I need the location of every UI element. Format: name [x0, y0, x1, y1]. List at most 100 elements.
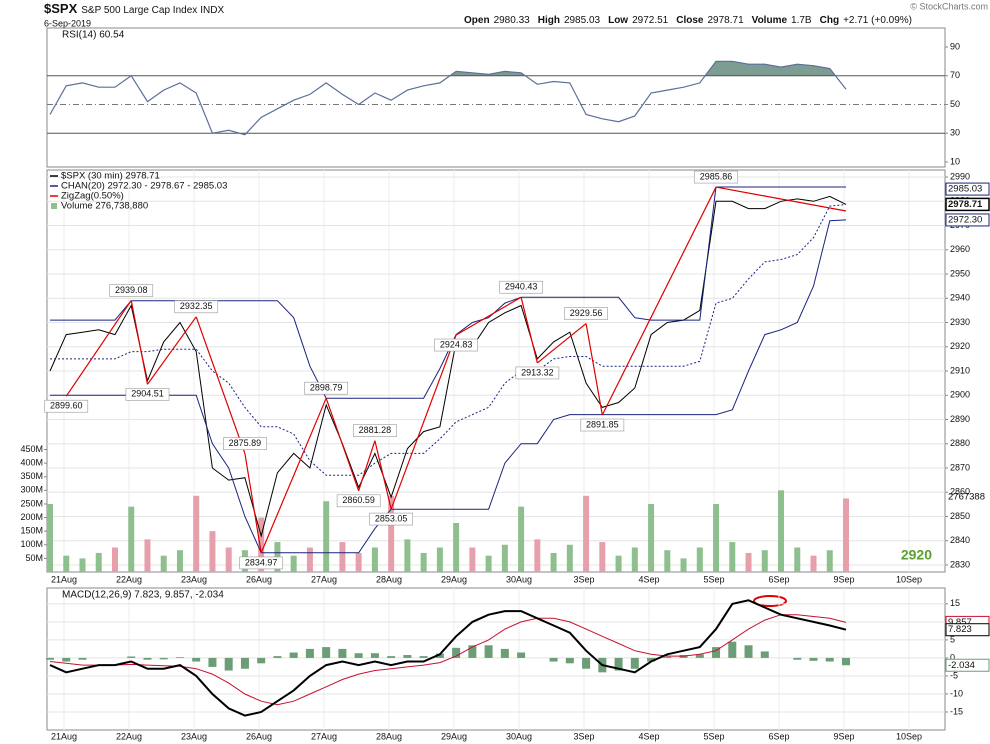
- zigzag-label-box: [580, 418, 625, 432]
- quote-label: Volume: [752, 15, 788, 26]
- x-tick-label: 9Sep: [833, 731, 854, 741]
- zigzag-segment: [390, 334, 457, 510]
- histogram-bar: [452, 647, 461, 658]
- quote-value: 2972.51: [632, 15, 669, 26]
- zigzag-label: 2924.83: [440, 339, 473, 349]
- y2-tick-label: 150M: [20, 526, 43, 536]
- histogram-bar: [565, 657, 574, 664]
- histogram-bar: [712, 647, 721, 658]
- x-tick-label: 30Aug: [506, 731, 532, 741]
- zigzag-label: 2891.85: [586, 419, 619, 429]
- symbol: $SPX: [44, 1, 78, 16]
- y-tick-label: 5: [950, 634, 955, 644]
- zigzag-segment: [536, 323, 587, 364]
- last-value-label: -2.034: [948, 660, 975, 671]
- y2-tick-label: 450M: [20, 444, 43, 454]
- zigzag-segment: [520, 297, 538, 364]
- volume-bar: [664, 550, 671, 572]
- zigzag-segment: [601, 186, 717, 416]
- histogram-bar: [322, 647, 331, 658]
- volume-bar: [599, 542, 606, 572]
- histogram-bar: [387, 656, 396, 658]
- histogram-bar: [240, 657, 249, 669]
- histogram-bar: [647, 657, 656, 662]
- histogram-bar: [370, 653, 379, 658]
- x-tick-label: 29Aug: [441, 574, 467, 584]
- volume-bar: [436, 547, 443, 572]
- last-value-label: 2972.30: [948, 214, 982, 225]
- volume-bar: [680, 558, 687, 572]
- last-value-box: [945, 197, 990, 212]
- histogram-bar: [354, 653, 363, 658]
- x-tick-label: 21Aug: [51, 574, 77, 584]
- zigzag-label: 2853.05: [375, 513, 408, 523]
- y-tick-label: 2920: [950, 341, 970, 351]
- volume-bar: [209, 531, 216, 572]
- volume-bar: [388, 495, 395, 572]
- y-tick-label: 70: [950, 70, 960, 80]
- y-tick-label: 2890: [950, 414, 970, 424]
- index-name: S&P 500 Large Cap Index: [81, 5, 197, 16]
- x-tick-label: 6Sep: [768, 731, 789, 741]
- volume-bar: [566, 544, 573, 572]
- y-tick-label: 2910: [950, 365, 970, 375]
- zigzag-label: 2834.97: [245, 557, 278, 567]
- zigzag-label-box: [239, 556, 284, 570]
- y-tick-label: 2960: [950, 244, 970, 254]
- zigzag-label-box: [44, 399, 89, 413]
- histogram-bar: [549, 657, 558, 662]
- x-tick-label: 29Aug: [441, 731, 467, 741]
- y-tick-label: -5: [950, 670, 958, 680]
- volume-bar: [485, 555, 492, 572]
- quote-label: Chg: [820, 15, 839, 26]
- volume-bar: [225, 547, 232, 572]
- channel-lower: [50, 219, 847, 554]
- credit: © StockCharts.com: [910, 1, 988, 11]
- x-tick-label: 3Sep: [573, 731, 594, 741]
- histogram-bar: [338, 648, 347, 658]
- volume-bar: [63, 555, 70, 572]
- zigzag-label: 2860.59: [342, 495, 375, 505]
- zigzag-label-box: [353, 424, 397, 437]
- y2-tick-label: 200M: [20, 512, 43, 522]
- last-value-label: 2978.71: [948, 199, 983, 210]
- quote-value: 1.7B: [791, 15, 812, 26]
- histogram-bar: [127, 656, 136, 658]
- volume-bar: [648, 503, 655, 572]
- y-tick-label: 2870: [950, 462, 970, 472]
- zigzag-label-box: [499, 280, 543, 294]
- x-tick-label: 10Sep: [896, 731, 922, 741]
- histogram-bar: [468, 645, 477, 658]
- y-tick-label: 90: [950, 41, 960, 51]
- zigzag-segment: [374, 440, 392, 510]
- legend-entry: CHAN(20) 2972.30 - 2978.67 - 2985.03: [61, 181, 227, 192]
- histogram-bar: [663, 656, 672, 658]
- x-tick-label: 27Aug: [311, 731, 337, 741]
- quote-value: 2985.03: [564, 15, 601, 26]
- zigzag-label: 2929.56: [570, 308, 603, 318]
- histogram-bar: [744, 645, 753, 658]
- x-tick-label: 21Aug: [51, 731, 77, 741]
- x-tick-label: 22Aug: [116, 574, 142, 584]
- price-annotation: 2920: [901, 547, 932, 563]
- band-fill: [131, 61, 836, 76]
- series-line: [49, 195, 847, 538]
- zigzag-label: 2939.08: [115, 285, 148, 295]
- quote-label: Close: [676, 15, 704, 26]
- histogram-bar: [143, 657, 152, 660]
- volume-bar: [794, 547, 801, 572]
- volume-bar: [729, 542, 736, 572]
- series-line: [49, 599, 847, 717]
- y2-tick-label: 250M: [20, 498, 43, 508]
- volume-last-label: 2767388: [948, 492, 985, 503]
- y-tick-label: -10: [950, 688, 963, 698]
- histogram-bar: [289, 652, 298, 658]
- histogram-bar: [728, 641, 737, 658]
- zigzag-label-box: [336, 494, 381, 508]
- quote-label: Low: [608, 15, 628, 26]
- zigzag-label: 2985.86: [700, 171, 733, 181]
- quote-label: Open: [464, 15, 490, 26]
- volume-bar: [810, 555, 817, 572]
- last-value-box: [945, 182, 990, 196]
- x-tick-label: 22Aug: [116, 731, 142, 741]
